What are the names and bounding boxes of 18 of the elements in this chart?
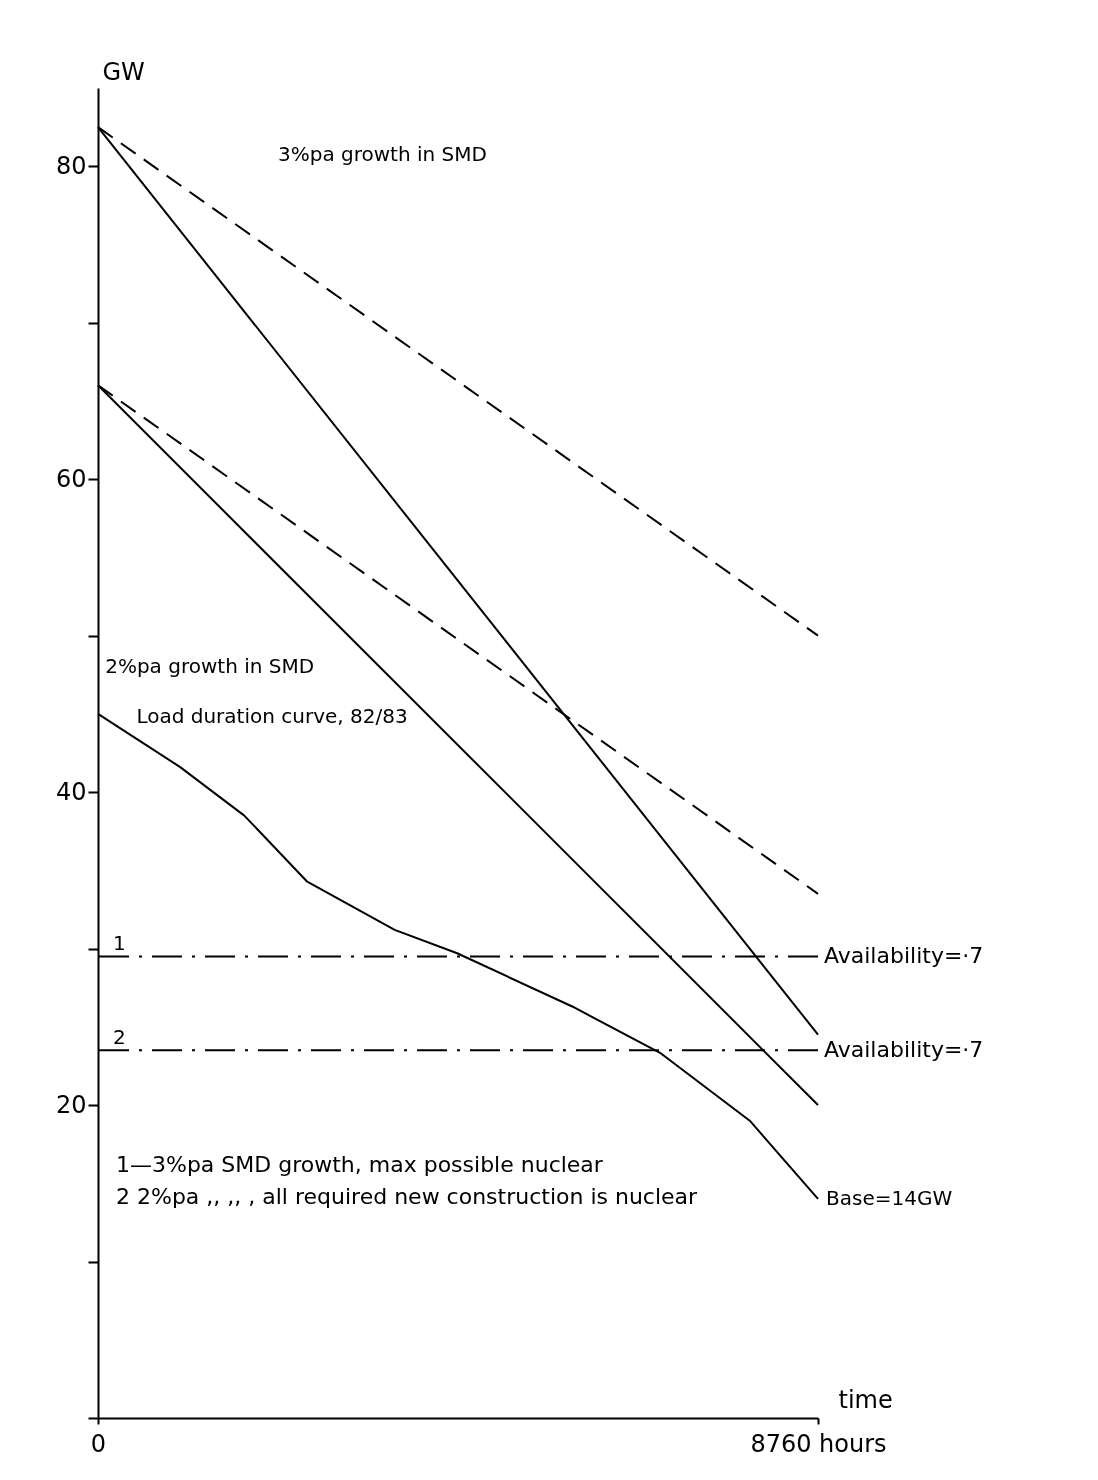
annotation: 2 <box>113 1025 126 1050</box>
y-tick-label: 60 <box>55 464 87 493</box>
y-tick-label: 40 <box>55 777 87 806</box>
y-tick-label: 20 <box>55 1090 87 1119</box>
y-tick-label: 80 <box>55 151 87 180</box>
annotation: 1—3%pa SMD growth, max possible nuclear <box>116 1152 604 1178</box>
annotation: 3%pa growth in SMD <box>278 141 487 166</box>
annotation: 1 <box>113 931 126 956</box>
annotation: Load duration curve, 82/83 <box>136 703 408 728</box>
x-tick-label: 8760 hours <box>750 1429 887 1458</box>
y-axis-title: GW <box>102 57 145 86</box>
annotation: Base=14GW <box>826 1185 953 1210</box>
annotation: 2%pa growth in SMD <box>105 653 315 678</box>
annotation: 2 2%pa ,, ,, , all required new construction is nuclear <box>116 1184 699 1210</box>
x-tick-label: 0 <box>90 1429 107 1458</box>
x-axis-title: time <box>838 1385 893 1414</box>
ref-line-label: Availability=·7 <box>824 943 984 969</box>
ref-line-label: Availability=·7 <box>824 1037 984 1063</box>
